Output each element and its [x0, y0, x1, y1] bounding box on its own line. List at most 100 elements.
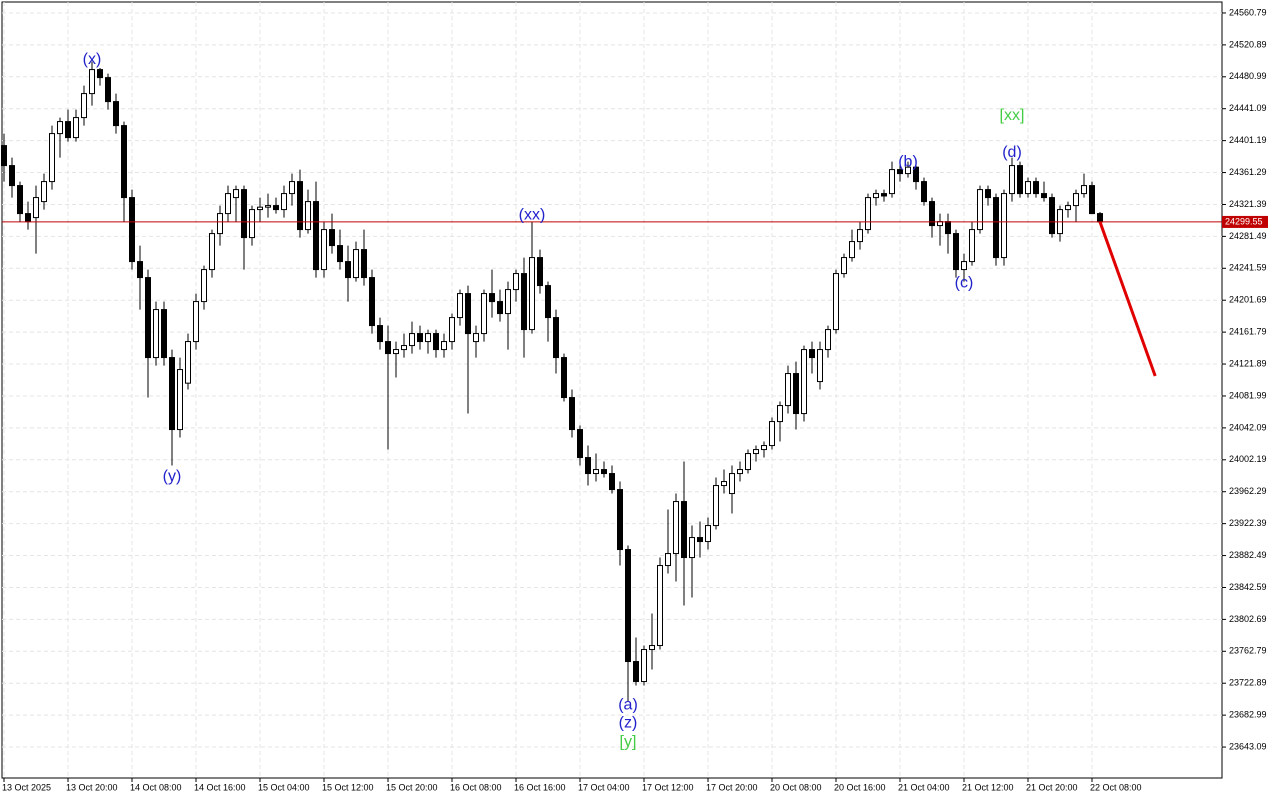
- candle-body: [297, 181, 303, 231]
- candle-body: [881, 193, 887, 197]
- y-tick-label: 24520.89: [1229, 39, 1267, 49]
- candle-body: [913, 166, 919, 183]
- candle-body: [1049, 197, 1055, 235]
- candle-body: [721, 481, 727, 487]
- y-tick-label: 23802.69: [1229, 614, 1267, 624]
- candle-body: [1041, 193, 1047, 199]
- candle-body: [825, 329, 831, 351]
- candle-body: [961, 261, 967, 271]
- candle-body: [121, 125, 127, 199]
- candle-body: [745, 453, 751, 471]
- candle-body: [873, 193, 879, 199]
- candle-body: [657, 565, 663, 647]
- candle-body: [33, 197, 39, 219]
- y-tick-label: 23682.99: [1229, 710, 1267, 720]
- candle-body: [321, 229, 327, 271]
- y-tick-label: 24161.79: [1229, 327, 1267, 337]
- candle-body: [569, 397, 575, 431]
- candle-body: [57, 121, 63, 135]
- candle-body: [361, 249, 367, 279]
- candle-body: [409, 333, 415, 347]
- candle-body: [833, 273, 839, 331]
- x-tick-label: 21 Oct 04:00: [898, 782, 950, 792]
- candle-body: [161, 309, 167, 359]
- candle-body: [73, 117, 79, 139]
- candle-body: [329, 229, 335, 247]
- candle-body: [265, 205, 271, 208]
- candle-body: [761, 445, 767, 451]
- candle-body: [609, 473, 615, 491]
- candle-body: [801, 349, 807, 415]
- candle-body: [1025, 181, 1031, 195]
- x-tick-label: 14 Oct 08:00: [130, 782, 182, 792]
- candle-body: [393, 349, 399, 355]
- candle-body: [729, 473, 735, 495]
- candle-body: [577, 429, 583, 459]
- x-tick-label: 21 Oct 12:00: [962, 782, 1014, 792]
- candle-body: [137, 261, 143, 279]
- plot-frame: [1, 1, 1223, 779]
- y-tick-label: 23962.29: [1229, 486, 1267, 496]
- x-tick-label: 15 Oct 04:00: [258, 782, 310, 792]
- candle-body: [105, 77, 111, 103]
- candle-body: [89, 69, 95, 95]
- candle-body: [497, 301, 503, 315]
- candle-body: [1017, 165, 1023, 195]
- y-tick-label: 24121.89: [1229, 358, 1267, 368]
- x-tick-label: 13 Oct 20:00: [66, 782, 118, 792]
- candle-body: [41, 181, 47, 203]
- y-tick-label: 24201.69: [1229, 295, 1267, 305]
- x-tick-label: 16 Oct 08:00: [450, 782, 502, 792]
- y-tick-label: 24441.09: [1229, 103, 1267, 113]
- x-tick-label: 15 Oct 12:00: [322, 782, 374, 792]
- candle-body: [889, 169, 895, 195]
- candle-body: [433, 333, 439, 351]
- candle-body: [545, 285, 551, 319]
- candle-body: [1033, 181, 1039, 195]
- candle-body: [1081, 185, 1087, 195]
- current-price-box: [1222, 215, 1268, 228]
- candle-body: [377, 325, 383, 343]
- candle-body: [465, 293, 471, 335]
- candle-body: [425, 333, 431, 343]
- candle-body: [921, 181, 927, 203]
- wave-label: (xx): [519, 206, 546, 223]
- candle-body: [305, 201, 311, 231]
- candle-body: [385, 341, 391, 355]
- candle-body: [49, 133, 55, 183]
- y-tick-label: 23882.49: [1229, 550, 1267, 560]
- candle-body: [25, 213, 31, 223]
- candle-body: [897, 169, 903, 175]
- x-tick-label: 16 Oct 16:00: [514, 782, 566, 792]
- x-tick-label: 17 Oct 12:00: [642, 782, 694, 792]
- candle-body: [625, 549, 631, 663]
- candle-body: [513, 273, 519, 291]
- candle-body: [17, 185, 23, 215]
- y-tick-label: 23762.79: [1229, 646, 1267, 656]
- x-tick-label: 20 Oct 08:00: [770, 782, 822, 792]
- candle-body: [945, 221, 951, 235]
- x-tick-label: 22 Oct 08:00: [1090, 782, 1142, 792]
- x-tick-label: 21 Oct 20:00: [1026, 782, 1078, 792]
- wave-label: (b): [898, 154, 918, 171]
- candle-body: [1065, 205, 1071, 211]
- candle-body: [681, 501, 687, 559]
- y-tick-label: 24321.39: [1229, 199, 1267, 209]
- candle-body: [585, 457, 591, 475]
- candle-body: [441, 341, 447, 351]
- candle-body: [345, 261, 351, 279]
- candle-body: [489, 293, 495, 303]
- wave-label: (a): [618, 697, 638, 714]
- candle-body: [249, 209, 255, 239]
- y-tick-label: 23922.39: [1229, 518, 1267, 528]
- x-tick-label: 17 Oct 04:00: [578, 782, 630, 792]
- candle-body: [905, 166, 911, 175]
- candle-body: [129, 197, 135, 263]
- candle-body: [793, 373, 799, 415]
- candle-body: [649, 645, 655, 651]
- wave-label: (z): [619, 714, 638, 731]
- candle-body: [633, 661, 639, 683]
- candle-body: [505, 289, 511, 315]
- candle-body: [257, 206, 263, 211]
